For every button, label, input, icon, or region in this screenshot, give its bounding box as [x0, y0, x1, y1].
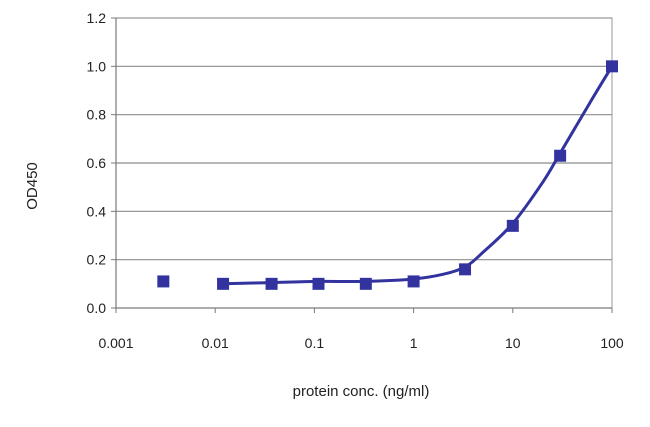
- fit-curve: [221, 64, 614, 286]
- data-points: [157, 60, 618, 290]
- y-tick-label: 1.0: [87, 58, 107, 74]
- data-point: [459, 263, 472, 276]
- x-tick-label: 0.001: [98, 335, 133, 351]
- data-point: [506, 219, 519, 232]
- x-tick-label: 0.1: [305, 335, 325, 351]
- data-point: [407, 275, 420, 288]
- fit-curve-layer: [221, 64, 614, 286]
- y-tick-label: 0.8: [87, 107, 107, 123]
- x-axis-ticks: 0.001 0.01 0.1 1 10 100: [98, 308, 624, 351]
- x-tick-label: 0.01: [202, 335, 229, 351]
- grid-layer: [116, 17, 612, 261]
- y-tick-label: 1.2: [87, 10, 107, 26]
- x-axis-title: protein conc. (ng/ml): [293, 383, 430, 400]
- data-point: [217, 277, 230, 290]
- data-point: [157, 275, 170, 288]
- y-tick-label: 0.6: [87, 155, 107, 171]
- y-axis-title: OD450: [24, 162, 41, 210]
- x-tick-label: 1: [410, 335, 418, 351]
- y-tick-label: 0.2: [87, 252, 107, 268]
- x-tick-label: 100: [600, 335, 624, 351]
- data-point: [312, 277, 325, 290]
- data-point: [606, 60, 618, 73]
- y-axis-ticks: 0.0 0.2 0.4 0.6 0.8 1.0 1.2: [87, 10, 116, 316]
- y-tick-label: 0.0: [87, 300, 107, 316]
- y-tick-label: 0.4: [87, 203, 107, 219]
- data-point: [359, 277, 372, 290]
- x-tick-label: 10: [505, 335, 521, 351]
- data-point: [265, 277, 278, 290]
- data-point: [554, 149, 567, 162]
